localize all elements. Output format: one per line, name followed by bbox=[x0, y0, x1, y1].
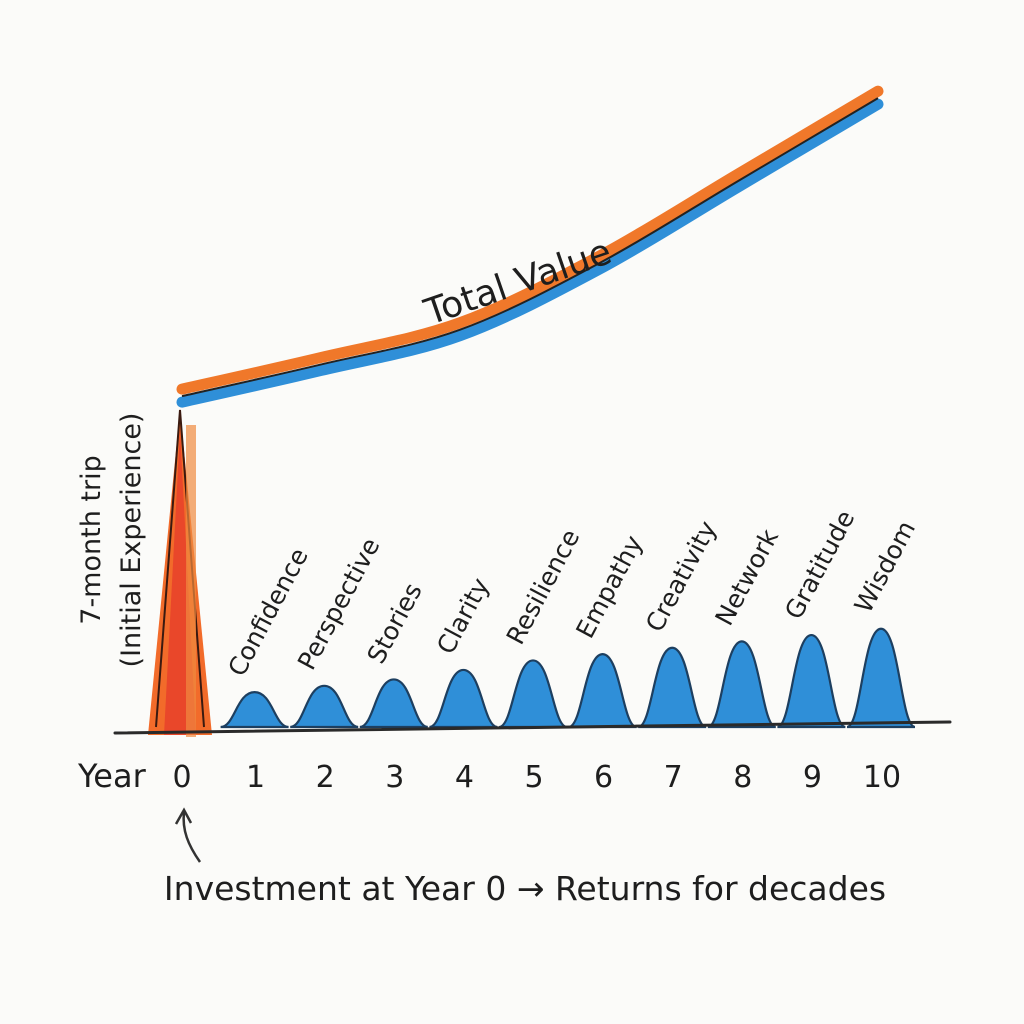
return-bump-7 bbox=[637, 646, 707, 729]
return-label-10: Wisdom bbox=[849, 516, 921, 618]
x-tick-4: 4 bbox=[455, 760, 474, 795]
x-axis-line bbox=[113, 720, 952, 735]
footer-caption: Investment at Year 0 → Returns for decad… bbox=[164, 869, 886, 908]
x-tick-10: 10 bbox=[863, 760, 901, 795]
x-tick-5: 5 bbox=[524, 760, 543, 795]
return-bump-9 bbox=[776, 633, 846, 729]
return-label-6: Empathy bbox=[570, 530, 648, 642]
total-value-curve-orange bbox=[176, 85, 884, 395]
return-bump-4 bbox=[429, 668, 498, 729]
return-bump-3 bbox=[359, 678, 429, 729]
x-tick-9: 9 bbox=[803, 760, 822, 795]
total-value-label: Total Value bbox=[419, 231, 617, 333]
x-tick-2: 2 bbox=[316, 760, 335, 795]
total-value-curve-blue bbox=[176, 98, 884, 408]
arrow-icon bbox=[174, 807, 202, 863]
total-value-curve-line bbox=[181, 97, 879, 398]
x-tick-7: 7 bbox=[664, 760, 683, 795]
return-bump-8 bbox=[707, 640, 777, 729]
return-label-9: Gratitude bbox=[779, 506, 860, 624]
initial-label-line1: 7-month trip bbox=[76, 455, 107, 624]
return-bump-1 bbox=[220, 691, 289, 729]
x-tick-3: 3 bbox=[385, 760, 404, 795]
initial-label: 7-month trip (Initial Experience) bbox=[76, 413, 147, 668]
return-label-3: Stories bbox=[361, 578, 427, 668]
return-label-8: Network bbox=[709, 524, 784, 630]
return-label-7: Creativity bbox=[640, 516, 722, 637]
x-tick-1: 1 bbox=[246, 760, 265, 795]
x-axis-title: Year bbox=[77, 757, 147, 795]
initial-label-line2: (Initial Experience) bbox=[116, 413, 147, 668]
return-bump-5 bbox=[498, 659, 568, 729]
x-tick-0: 0 bbox=[172, 760, 191, 795]
x-tick-6: 6 bbox=[594, 760, 613, 795]
initial-spike-shadow bbox=[186, 425, 196, 737]
return-bump-2 bbox=[289, 684, 359, 729]
return-label-4: Clarity bbox=[431, 573, 495, 659]
x-tick-8: 8 bbox=[733, 760, 752, 795]
return-bump-6 bbox=[568, 652, 638, 729]
return-bump-10 bbox=[846, 627, 916, 729]
